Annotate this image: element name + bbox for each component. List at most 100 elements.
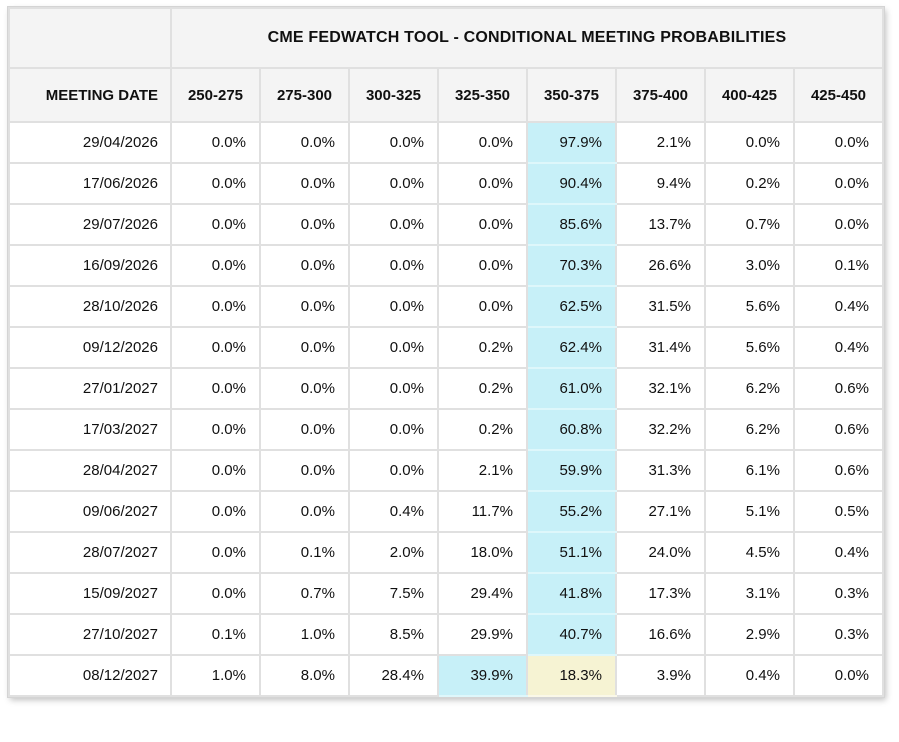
probability-cell: 8.0%: [259, 654, 350, 697]
probability-cell: 0.0%: [170, 449, 261, 492]
probability-cell: 6.2%: [704, 367, 795, 410]
probability-cell: 0.3%: [793, 613, 884, 656]
probability-cell: 0.0%: [170, 121, 261, 164]
probability-cell: 31.5%: [615, 285, 706, 328]
probability-cell: 0.6%: [793, 408, 884, 451]
probability-cell: 31.3%: [615, 449, 706, 492]
probability-cell: 2.0%: [348, 531, 439, 574]
probability-cell: 0.0%: [259, 449, 350, 492]
probability-cell: 0.0%: [348, 121, 439, 164]
probability-cell: 0.0%: [170, 162, 261, 205]
probability-cell: 4.5%: [704, 531, 795, 574]
probability-cell: 17.3%: [615, 572, 706, 615]
column-header-rate-range: 375-400: [615, 67, 706, 123]
probability-cell: 3.0%: [704, 244, 795, 287]
meeting-date-cell: 16/09/2026: [8, 244, 172, 287]
probability-cell: 5.1%: [704, 490, 795, 533]
probability-cell: 0.0%: [793, 203, 884, 246]
probability-cell: 0.2%: [437, 367, 528, 410]
meeting-date-cell: 17/03/2027: [8, 408, 172, 451]
column-header-rate-range: 425-450: [793, 67, 884, 123]
meeting-date-cell: 29/07/2026: [8, 203, 172, 246]
meeting-date-cell: 09/12/2026: [8, 326, 172, 369]
probability-cell: 62.4%: [526, 326, 617, 369]
table-row: 28/10/2026 0.0% 0.0% 0.0% 0.0% 62.5% 31.5% 5.6%…: [8, 285, 884, 328]
table-row: 27/01/2027 0.0% 0.0% 0.0% 0.2% 61.0% 32.1% 6.2%…: [8, 367, 884, 410]
probability-cell: 0.0%: [259, 285, 350, 328]
table-row: 08/12/2027 1.0% 8.0% 28.4% 39.9% 18.3% 3.9% 0.4…: [8, 654, 884, 697]
meeting-date-cell: 28/07/2027: [8, 531, 172, 574]
probability-cell: 6.1%: [704, 449, 795, 492]
table-row: 28/07/2027 0.0% 0.1% 2.0% 18.0% 51.1% 24.0% 4.5…: [8, 531, 884, 574]
probability-cell: 0.0%: [793, 121, 884, 164]
table-row: 28/04/2027 0.0% 0.0% 0.0% 2.1% 59.9% 31.3% 6.1%…: [8, 449, 884, 492]
probability-cell: 0.2%: [437, 408, 528, 451]
probability-cell: 40.7%: [526, 613, 617, 656]
probability-cell: 28.4%: [348, 654, 439, 697]
probability-cell: 0.0%: [793, 162, 884, 205]
probability-cell: 6.2%: [704, 408, 795, 451]
fedwatch-conditional-probabilities-table: CME FEDWATCH TOOL - CONDITIONAL MEETING …: [8, 7, 884, 697]
meeting-date-cell: 09/06/2027: [8, 490, 172, 533]
probability-cell: 1.0%: [259, 613, 350, 656]
column-header-rate-range: 350-375: [526, 67, 617, 123]
probability-cell: 0.0%: [348, 367, 439, 410]
probability-cell: 0.0%: [259, 203, 350, 246]
probability-cell: 0.1%: [793, 244, 884, 287]
probability-cell: 27.1%: [615, 490, 706, 533]
probability-cell: 97.9%: [526, 121, 617, 164]
probability-cell: 13.7%: [615, 203, 706, 246]
probability-cell: 0.0%: [437, 285, 528, 328]
probability-cell: 85.6%: [526, 203, 617, 246]
meeting-date-cell: 28/10/2026: [8, 285, 172, 328]
probability-cell: 3.9%: [615, 654, 706, 697]
probability-cell: 60.8%: [526, 408, 617, 451]
probability-cell: 0.0%: [348, 449, 439, 492]
column-header-rate-range: 325-350: [437, 67, 528, 123]
probability-cell: 0.4%: [348, 490, 439, 533]
probability-cell: 0.0%: [170, 572, 261, 615]
probability-cell: 0.0%: [348, 203, 439, 246]
probability-cell: 0.0%: [170, 203, 261, 246]
probability-cell: 0.0%: [348, 162, 439, 205]
probability-cell: 9.4%: [615, 162, 706, 205]
probability-cell: 5.6%: [704, 285, 795, 328]
probability-cell: 39.9%: [437, 654, 528, 697]
probability-cell: 0.0%: [259, 244, 350, 287]
probability-cell: 0.0%: [437, 162, 528, 205]
probability-cell: 0.7%: [704, 203, 795, 246]
probability-cell: 0.2%: [437, 326, 528, 369]
table-row: 17/03/2027 0.0% 0.0% 0.0% 0.2% 60.8% 32.2% 6.2%…: [8, 408, 884, 451]
probability-cell: 0.0%: [348, 326, 439, 369]
probability-cell: 32.1%: [615, 367, 706, 410]
probability-cell: 0.0%: [437, 121, 528, 164]
probability-cell: 0.0%: [348, 408, 439, 451]
probability-cell: 2.1%: [437, 449, 528, 492]
table-row: 17/06/2026 0.0% 0.0% 0.0% 0.0% 90.4% 9.4% 0.2% 0…: [8, 162, 884, 205]
probability-cell: 0.0%: [348, 285, 439, 328]
meeting-date-cell: 15/09/2027: [8, 572, 172, 615]
probability-cell: 3.1%: [704, 572, 795, 615]
probability-cell: 55.2%: [526, 490, 617, 533]
probability-cell: 0.0%: [170, 244, 261, 287]
probability-cell: 29.4%: [437, 572, 528, 615]
probability-cell: 0.0%: [170, 285, 261, 328]
column-header-rate-range: 275-300: [259, 67, 350, 123]
probability-cell: 29.9%: [437, 613, 528, 656]
column-header-rate-range: 250-275: [170, 67, 261, 123]
probability-cell: 0.5%: [793, 490, 884, 533]
probability-cell: 0.4%: [793, 326, 884, 369]
probability-cell: 0.0%: [259, 121, 350, 164]
probability-cell: 0.4%: [793, 531, 884, 574]
probability-cell: 2.1%: [615, 121, 706, 164]
table-header: CME FEDWATCH TOOL - CONDITIONAL MEETING …: [8, 7, 884, 123]
meeting-date-cell: 29/04/2026: [8, 121, 172, 164]
probability-cell: 0.0%: [704, 121, 795, 164]
probability-cell: 0.0%: [170, 408, 261, 451]
probability-cell: 5.6%: [704, 326, 795, 369]
column-header-rate-range: 400-425: [704, 67, 795, 123]
probability-cell: 0.6%: [793, 367, 884, 410]
table-row: 16/09/2026 0.0% 0.0% 0.0% 0.0% 70.3% 26.6% 3.0%…: [8, 244, 884, 287]
probability-cell: 1.0%: [170, 654, 261, 697]
